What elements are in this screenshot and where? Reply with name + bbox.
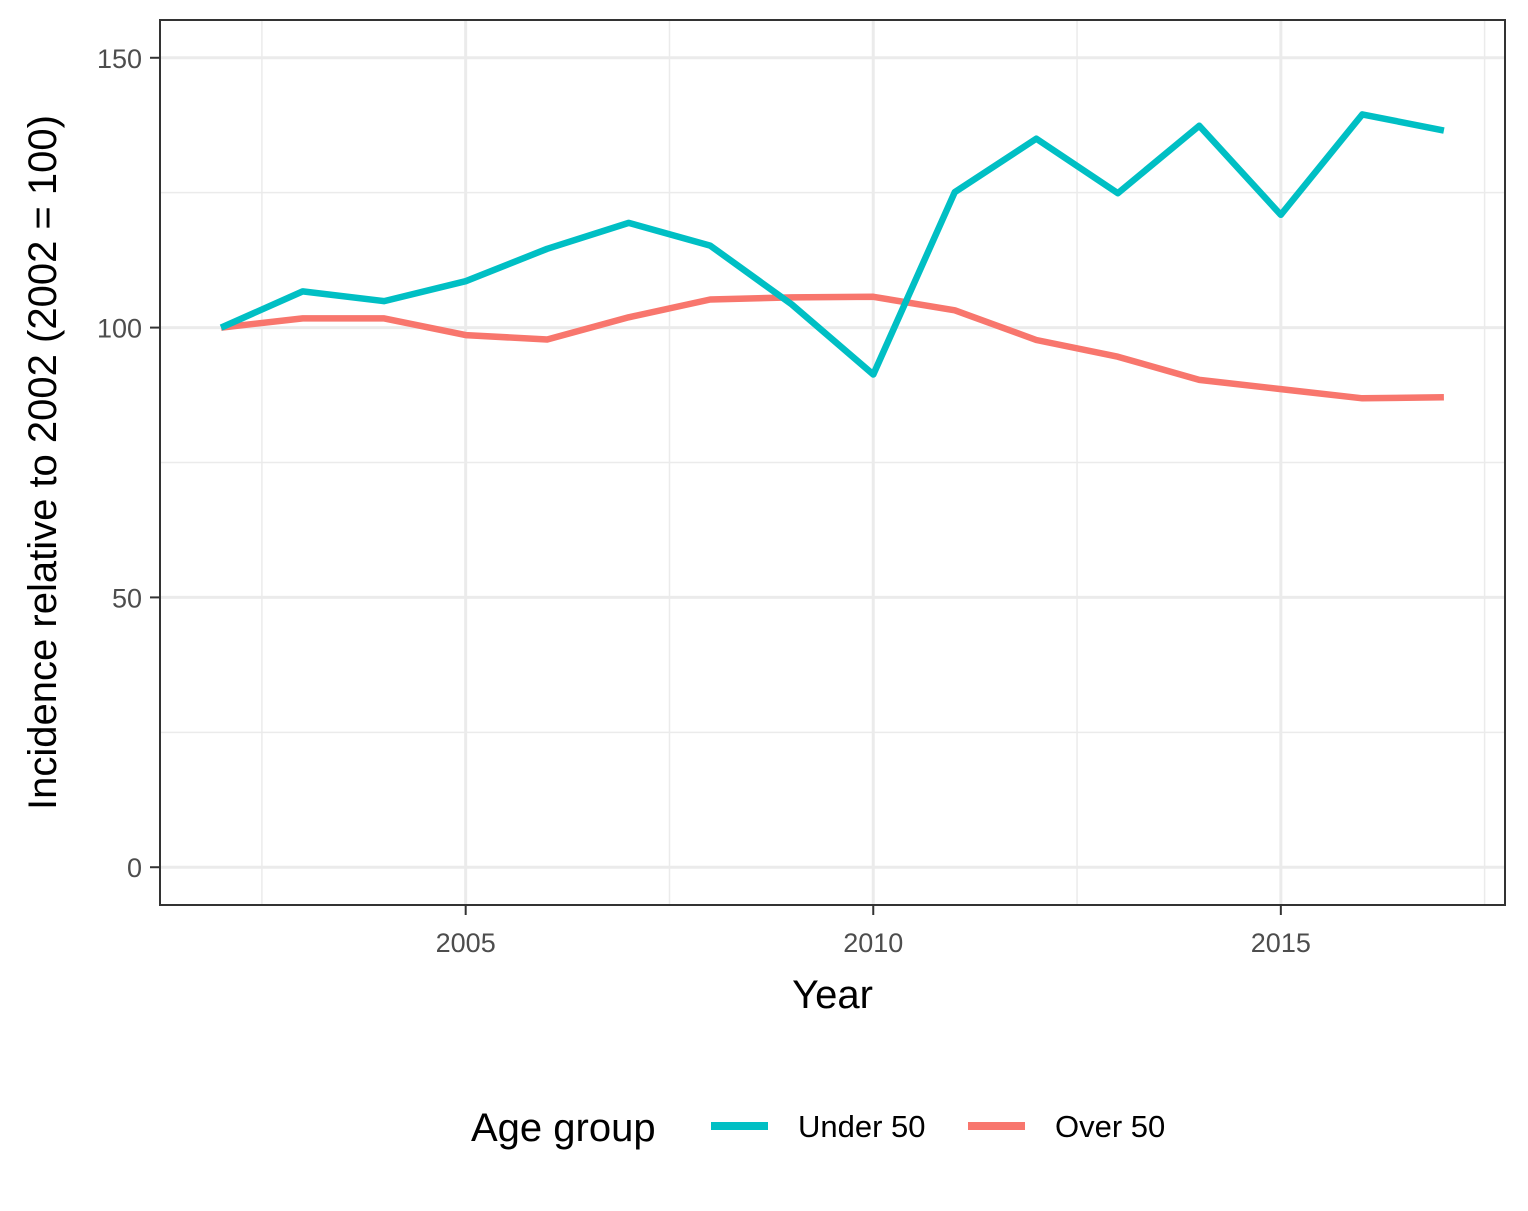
y-axis-title: Incidence relative to 2002 (2002 = 100) <box>21 115 65 810</box>
x-tick-label: 2005 <box>436 928 496 958</box>
legend: Age group Under 50 Over 50 <box>471 1106 1165 1150</box>
y-tick-label: 0 <box>127 853 142 883</box>
legend-label-over-50: Over 50 <box>1055 1109 1165 1144</box>
y-tick-label: 150 <box>97 44 142 74</box>
axes: 0 50 100 150 2005 2010 2015 <box>97 44 1311 958</box>
x-tick-label: 2010 <box>843 928 903 958</box>
plot-panel-border <box>159 19 1506 906</box>
legend-title: Age group <box>471 1106 656 1150</box>
y-tick-label: 100 <box>97 314 142 344</box>
x-tick-label: 2015 <box>1251 928 1311 958</box>
series-line-over-50 <box>220 293 1444 402</box>
x-axis-title: Year <box>792 973 873 1017</box>
legend-entries: Under 50 Over 50 <box>711 1109 1165 1144</box>
y-tick-label: 50 <box>112 583 142 613</box>
series-lines <box>219 111 1445 402</box>
series-line-under-50 <box>219 111 1445 378</box>
legend-label-under-50: Under 50 <box>798 1109 926 1144</box>
